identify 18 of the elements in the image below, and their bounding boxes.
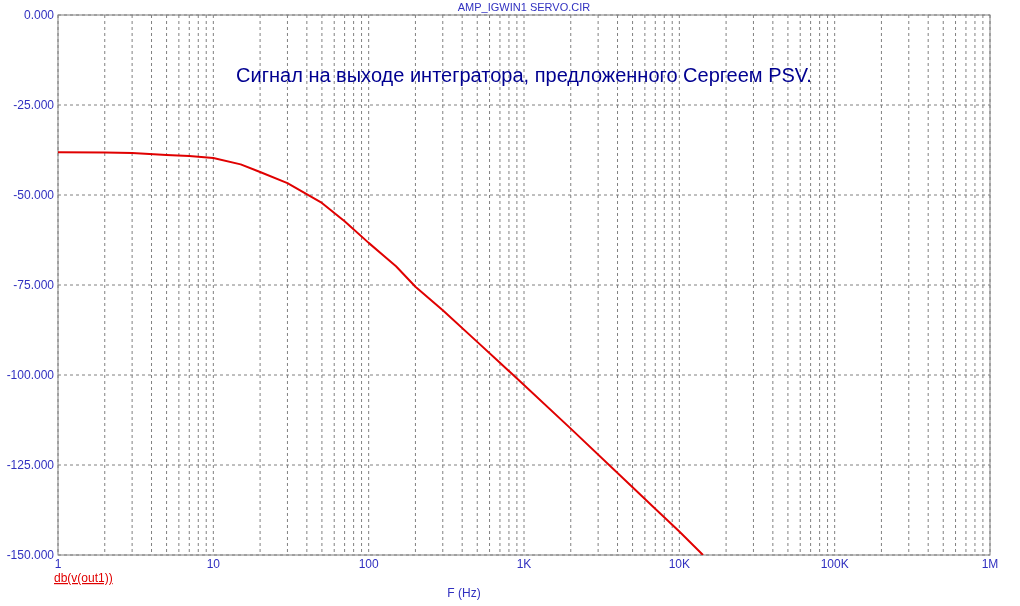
annotation: Сигнал на выходе интегратора, предложенного Сергеем PSV. bbox=[236, 64, 812, 86]
y-tick-label: -50.000 bbox=[13, 188, 55, 202]
chart-title: AMP_IGWIN1 SERVO.CIR bbox=[457, 1, 591, 13]
x-tick-label: 1 bbox=[54, 557, 62, 571]
text: db(v(out1)) bbox=[54, 571, 113, 585]
x-axis-title: F (Hz) bbox=[447, 586, 481, 600]
x-tick-label: 10K bbox=[668, 557, 691, 571]
y-tick-label: -100.000 bbox=[6, 368, 55, 382]
y-tick-label: -75.000 bbox=[13, 278, 55, 292]
x-tick-label: 100K bbox=[820, 557, 849, 571]
x-tick-label: 1M bbox=[981, 557, 999, 571]
x-tick-label: 10 bbox=[206, 557, 221, 571]
y-tick-label: -25.000 bbox=[13, 98, 55, 112]
y-tick-label: -125.000 bbox=[6, 458, 55, 472]
y-tick-label: 0.000 bbox=[23, 8, 55, 22]
x-tick-label: 100 bbox=[358, 557, 379, 571]
y-tick-label: -150.000 bbox=[6, 548, 55, 562]
x-tick-label: 1K bbox=[516, 557, 532, 571]
